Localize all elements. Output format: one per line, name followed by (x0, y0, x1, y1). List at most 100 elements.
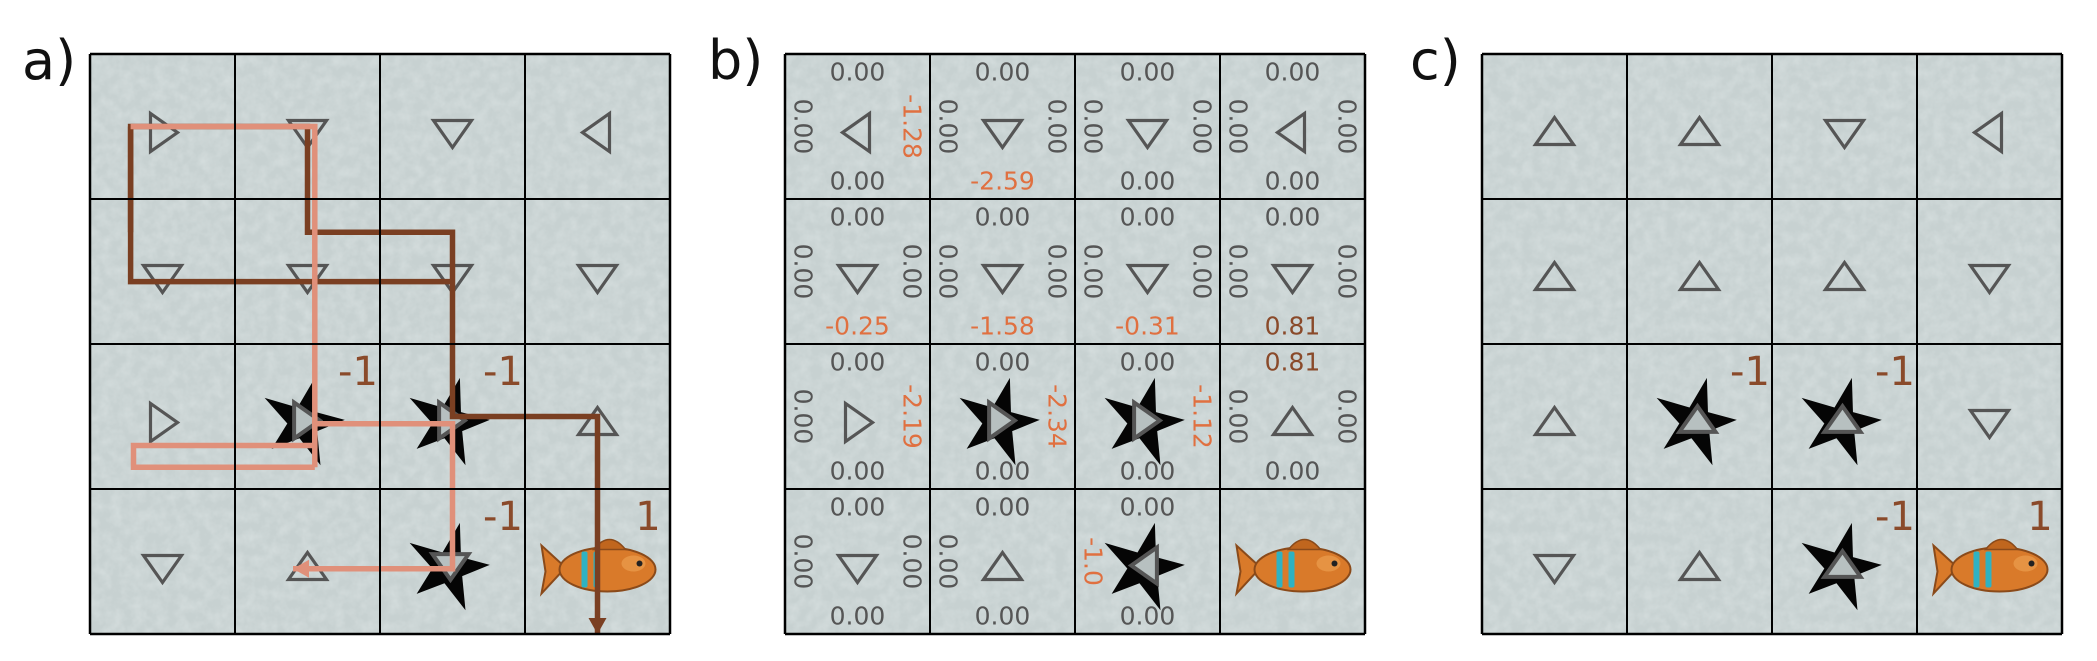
policy-arrow-left-icon (839, 110, 872, 155)
grid-cell (843, 400, 876, 445)
grid-cell (835, 553, 880, 586)
policy-arrow-down-icon (980, 118, 1025, 151)
q-value-down: 0.81 (1265, 312, 1321, 341)
grid-cell (1971, 110, 2004, 155)
policy-arrow-down-icon (1270, 263, 1315, 296)
q-value-left: 0.00 (789, 244, 818, 300)
q-value-left: 0.00 (1224, 99, 1253, 155)
panel-label-a: a) (22, 29, 77, 92)
q-value-left: 0.00 (1224, 244, 1253, 300)
policy-arrow-up-icon (1677, 114, 1722, 147)
reward-label: -1 (483, 349, 523, 395)
q-value-up: 0.00 (830, 203, 886, 232)
q-value-down: 0.00 (1120, 167, 1176, 196)
q-value-right: -2.19 (898, 384, 927, 449)
policy-arrow-down-icon (430, 118, 475, 151)
q-value-left: 0.00 (1079, 244, 1108, 300)
panel-label-b: b) (708, 29, 764, 92)
q-value-right: 0.00 (1333, 244, 1362, 300)
policy-arrow-down-icon (1532, 553, 1577, 586)
grid-cell (1532, 553, 1577, 586)
q-value-right: 0.00 (1188, 244, 1217, 300)
q-value-down: 0.00 (975, 457, 1031, 486)
grid-cell (148, 110, 181, 155)
path-arrowhead-icon (293, 559, 309, 578)
grid-cell (575, 263, 620, 296)
q-value-left: 0.00 (1079, 99, 1108, 155)
q-value-down: -0.25 (825, 312, 890, 341)
grid-cell (835, 263, 880, 296)
q-value-down: -0.31 (1115, 312, 1180, 341)
grid-cell (140, 553, 185, 586)
q-value-up: 0.00 (1120, 203, 1176, 232)
policy-arrow-down-icon (1125, 263, 1170, 296)
q-value-up: 0.00 (1265, 203, 1321, 232)
policy-arrow-down-icon (140, 553, 185, 586)
q-values: 0.00 0.00 0.00 -1.28 (789, 58, 927, 196)
policy-arrow-down-icon (1125, 118, 1170, 151)
q-value-down: 0.00 (975, 602, 1031, 631)
policy-arrow-down-icon (835, 553, 880, 586)
grid-cell (959, 377, 1040, 466)
q-values: 0.00 0.00 0.00 -2.19 (789, 348, 927, 486)
grid-cell (1532, 404, 1577, 437)
grid-cell (579, 110, 612, 155)
grid-cell (1677, 114, 1722, 147)
policy-arrow-up-icon (1820, 402, 1865, 434)
q-value-up: 0.00 (830, 348, 886, 377)
policy-arrow-up-icon (1822, 259, 1867, 292)
grid-cell (430, 118, 475, 151)
q-values: 0.00-2.590.00 0.00 (934, 58, 1072, 196)
q-values: 0.00 0.00 0.00 (934, 493, 1031, 631)
policy-arrow-down-icon (980, 263, 1025, 296)
q-value-down: -2.59 (970, 167, 1035, 196)
q-value-right: 0.00 (898, 244, 927, 300)
q-value-up: 0.00 (830, 493, 886, 522)
q-value-down: 0.00 (1265, 457, 1321, 486)
grid-cell (980, 118, 1025, 151)
q-value-right: 0.00 (1188, 99, 1217, 155)
reward-label: -1 (1875, 494, 1915, 540)
policy-arrow-down-icon (835, 263, 880, 296)
q-values: 0.00 0.00 0.00 0.00 (1079, 58, 1217, 196)
grid-cell (980, 263, 1025, 296)
q-value-down: 0.00 (1120, 457, 1176, 486)
q-value-left: 0.00 (789, 99, 818, 155)
q-value-left: 0.00 (789, 534, 818, 590)
policy-arrow-down-icon (575, 263, 620, 296)
reward-label: -1 (483, 494, 523, 540)
path-light-2 (293, 421, 456, 572)
grid-cell (1822, 118, 1867, 151)
q-value-up: 0.00 (1120, 348, 1176, 377)
q-value-up: 0.00 (975, 58, 1031, 87)
policy-arrow-right-icon (292, 398, 324, 443)
policy-arrow-down-icon (1822, 118, 1867, 151)
grid-cell (1234, 538, 1352, 597)
q-value-right: 0.00 (1043, 99, 1072, 155)
q-values: 0.00-0.310.00 0.00 (1079, 203, 1217, 341)
reward-label: -1 (1730, 349, 1770, 395)
q-value-down: 0.00 (1120, 602, 1176, 631)
q-value-left: 0.00 (934, 244, 963, 300)
grid-cell (1532, 259, 1577, 292)
panel-b: 0.000.000.00 -1.280.00-2.590.00 0.000.000.… (783, 52, 1367, 636)
policy-arrow-left-icon (1274, 110, 1307, 155)
grid-cell (1532, 114, 1577, 147)
q-values: 0.00 0.00 -2.34 (975, 348, 1072, 486)
policy-arrow-up-icon (1532, 259, 1577, 292)
q-value-right: -2.34 (1043, 384, 1072, 449)
policy-arrow-up-icon (1532, 404, 1577, 437)
q-value-up: 0.00 (1265, 58, 1321, 87)
grid-cell (1967, 263, 2012, 296)
path-arrowhead-icon (588, 618, 607, 634)
panel-label-c: c) (1410, 29, 1461, 92)
panel-c: -1 -1 -1 1 (1480, 52, 2064, 636)
q-value-up: 0.00 (1120, 58, 1176, 87)
q-value-right: 0.00 (898, 534, 927, 590)
reward-label: -1 (338, 349, 378, 395)
q-value-down: 0.00 (830, 167, 886, 196)
grid-cell (1125, 118, 1170, 151)
grid-cell (1104, 522, 1185, 611)
q-values: 0.00 0.00 0.00 0.00 (1224, 58, 1362, 196)
